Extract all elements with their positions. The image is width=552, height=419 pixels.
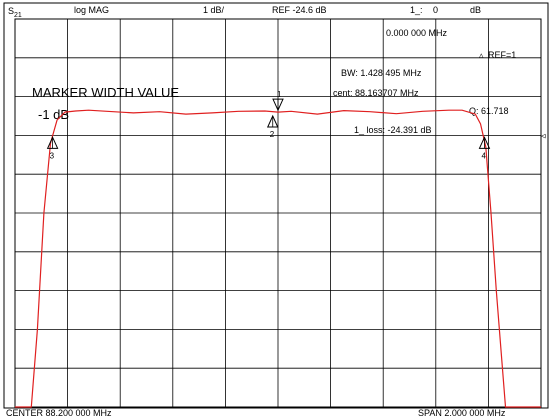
marker-readout-label: 1_: — [410, 5, 423, 15]
ref-marker-icon: ▵ — [479, 50, 484, 60]
span-frequency: SPAN 2.000 000 MHz — [418, 408, 506, 418]
mode-title: MARKER WIDTH VALUE — [32, 85, 179, 100]
marker-readout-value: 0 — [433, 5, 438, 15]
q-readout: Q: 61.718 — [469, 106, 509, 116]
marker-3: 3 — [46, 136, 59, 160]
bandwidth-readout: BW: 1.428 495 MHz — [341, 68, 422, 78]
marker-layer: 1 2 3 4 — [46, 90, 491, 160]
marker-2: 2 — [266, 114, 279, 139]
marker-label: 1 — [277, 90, 282, 99]
marker-frequency: 0.000 000 MHz — [386, 28, 448, 38]
marker-label: 4 — [481, 151, 486, 160]
format-label: log MAG — [74, 5, 109, 15]
marker-label: 2 — [270, 130, 275, 139]
ref-marker-label: REF=1 — [488, 50, 516, 60]
trace-layer — [15, 109, 541, 408]
scale-label: 1 dB/ — [203, 5, 225, 15]
marker-readout-unit: dB — [470, 5, 481, 15]
mode-subtitle: -1 dB — [38, 107, 69, 122]
reference-label: REF -24.6 dB — [272, 5, 327, 15]
marker-label: 3 — [50, 151, 55, 160]
marker-1: 1 — [272, 90, 284, 112]
channel-label: S21 — [8, 6, 22, 19]
ref-level-indicator: ◃ — [541, 130, 546, 140]
display-border — [3, 2, 549, 409]
loss-readout: 1_ loss: -24.391 dB — [354, 125, 432, 135]
center-frequency: CENTER 88.200 000 MHz — [6, 408, 112, 418]
center-readout: cent: 88.163707 MHz — [333, 88, 419, 98]
graticule — [14, 18, 542, 408]
marker-4: 4 — [478, 136, 491, 160]
trace-line — [15, 109, 541, 408]
